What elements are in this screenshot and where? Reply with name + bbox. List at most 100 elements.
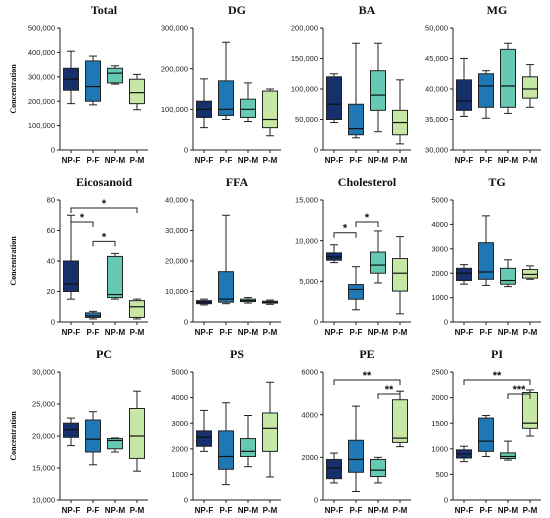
x-tick-label: P-M xyxy=(130,328,145,337)
y-tick-label: 40 xyxy=(47,257,55,266)
y-tick-label: 2000 xyxy=(301,453,318,462)
y-tick-label: 2000 xyxy=(431,269,448,278)
box-p-f xyxy=(218,402,234,486)
box-np-f xyxy=(456,264,472,285)
chart-title: BA xyxy=(359,3,376,17)
box-p-f xyxy=(348,266,364,311)
y-tick-label: 80 xyxy=(47,196,55,205)
box-iqr xyxy=(218,430,234,470)
x-tick-label: P-M xyxy=(263,156,278,165)
y-tick-label: 4000 xyxy=(431,220,448,229)
y-tick-label: 25,000 xyxy=(32,400,55,409)
x-tick-label: NP-M xyxy=(498,328,519,337)
box-np-m xyxy=(107,252,123,300)
chart-title: FFA xyxy=(226,175,249,189)
significance-label: * xyxy=(343,223,348,235)
chart-title: Eicosanoid xyxy=(76,175,132,189)
box-np-m xyxy=(370,456,386,484)
y-tick-label: 200,000 xyxy=(161,64,188,73)
box-iqr xyxy=(129,78,145,105)
significance-bracket: ** xyxy=(463,370,531,385)
box-iqr xyxy=(392,258,408,292)
x-tick-label: P-M xyxy=(393,156,408,165)
bracket-line xyxy=(377,393,401,399)
y-tick-label: 1500 xyxy=(431,419,448,428)
significance-bracket: * xyxy=(333,223,357,238)
significance-label: * xyxy=(80,212,85,224)
box-np-f xyxy=(326,452,342,484)
y-tick-label: 400,000 xyxy=(28,48,55,57)
box-p-f xyxy=(348,405,364,492)
x-tick-label: NP-F xyxy=(62,156,81,165)
box-np-f xyxy=(326,73,342,124)
x-tick-label: NP-M xyxy=(238,328,259,337)
chart-pc: PC 10,000 15,000 20,000 25,000 30,000 Concentr… xyxy=(9,347,148,515)
x-tick-label: P-M xyxy=(263,328,278,337)
y-tick-label: 3000 xyxy=(431,244,448,253)
y-tick-label: 40,000 xyxy=(165,196,188,205)
chart-eicosanoid: Eicosanoid 0 20 40 60 80 Concentration NP-F P-F N… xyxy=(9,175,148,337)
y-tick-label: 5000 xyxy=(431,196,448,205)
box-iqr xyxy=(129,300,145,318)
box-iqr xyxy=(63,422,79,438)
chart-title: MG xyxy=(487,3,508,17)
y-axis-label: Concentration xyxy=(9,411,18,461)
y-tick-label: 10,000 xyxy=(32,496,55,505)
box-np-m xyxy=(500,259,516,288)
y-tick-label: 200,000 xyxy=(28,97,55,106)
chart-cholesterol: Cholesterol 0 5,000 10,000 15,000 NP-F P-F NP-M… xyxy=(295,175,411,337)
chart-title: PE xyxy=(359,347,374,361)
box-p-m xyxy=(522,265,538,280)
box-p-m xyxy=(262,88,278,137)
chart-dg: DG 0 100,000 200,000 300,000 NP-F P-F NP-M P-M xyxy=(161,3,281,165)
y-tick-label: 300,000 xyxy=(28,72,55,81)
y-tick-label: 5,000 xyxy=(299,277,318,286)
box-iqr xyxy=(456,267,472,282)
y-tick-label: 2000 xyxy=(431,393,448,402)
x-tick-label: NP-F xyxy=(455,156,474,165)
box-np-m xyxy=(240,297,256,304)
box-np-f xyxy=(456,58,472,117)
box-iqr xyxy=(348,284,364,300)
y-tick-label: 5000 xyxy=(171,368,188,377)
box-p-m xyxy=(129,298,145,320)
x-tick-label: NP-M xyxy=(238,506,259,515)
y-tick-label: 0 xyxy=(314,146,318,155)
x-tick-label: NP-F xyxy=(325,506,344,515)
box-iqr xyxy=(240,98,256,118)
y-tick-label: 0 xyxy=(51,146,55,155)
chart-title: PC xyxy=(96,347,112,361)
box-np-m xyxy=(240,415,256,468)
y-tick-label: 0 xyxy=(314,318,318,327)
box-p-m xyxy=(262,299,278,305)
box-np-f xyxy=(456,445,472,463)
chart-title: PI xyxy=(491,347,503,361)
x-tick-label: NP-M xyxy=(368,328,389,337)
y-tick-label: 6000 xyxy=(301,368,318,377)
x-tick-label: P-M xyxy=(130,156,145,165)
box-np-m xyxy=(240,82,256,123)
y-tick-label: 40,000 xyxy=(425,85,448,94)
y-tick-label: 1000 xyxy=(171,470,188,479)
y-tick-label: 30,000 xyxy=(32,368,55,377)
chart-tg: TG 0 1000 2000 3000 4000 5000 NP-F P-F NP-M P-M xyxy=(431,175,541,337)
x-tick-label: P-F xyxy=(350,156,363,165)
box-np-f xyxy=(196,298,212,306)
significance-bracket: * xyxy=(355,212,379,227)
box-iqr xyxy=(107,67,123,84)
x-tick-label: NP-F xyxy=(455,506,474,515)
box-iqr xyxy=(522,76,538,99)
chart-title: TG xyxy=(488,175,505,189)
x-tick-label: NP-F xyxy=(62,328,81,337)
y-tick-label: 20 xyxy=(47,287,55,296)
x-tick-label: NP-F xyxy=(455,328,474,337)
box-iqr xyxy=(218,271,234,303)
chart-ffa: FFA 0 10,000 20,000 30,000 40,000 NP-F P-F NP-M P… xyxy=(165,175,281,337)
box-iqr xyxy=(63,260,79,292)
box-np-m xyxy=(500,42,516,114)
y-tick-label: 500 xyxy=(435,470,448,479)
y-tick-label: 100,000 xyxy=(291,85,318,94)
x-tick-label: NP-F xyxy=(195,506,214,515)
x-tick-label: P-F xyxy=(350,328,363,337)
bracket-line xyxy=(70,221,94,227)
